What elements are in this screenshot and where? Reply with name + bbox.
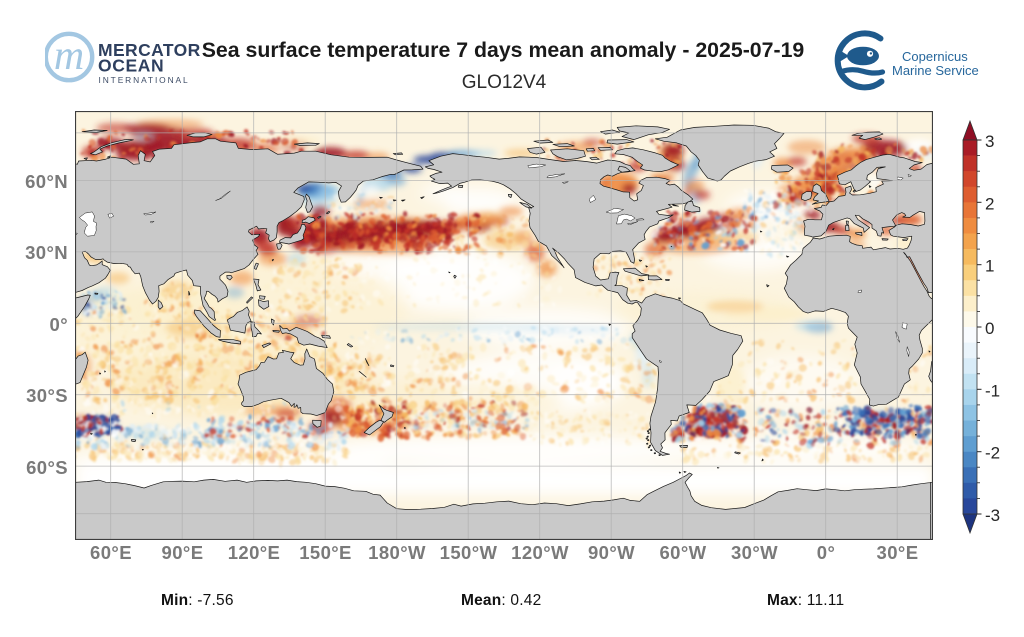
svg-text:3: 3 [985,132,994,151]
svg-text:-2: -2 [985,444,1000,463]
svg-text:MERCATOR: MERCATOR [98,40,201,60]
svg-text:2: 2 [985,194,994,213]
svg-text:1: 1 [985,257,994,276]
svg-text:OCEAN: OCEAN [98,56,164,76]
svg-text:Marine Service: Marine Service [892,63,979,78]
svg-text:m: m [54,33,84,79]
svg-text:0: 0 [985,319,994,338]
svg-text:Copernicus: Copernicus [902,49,968,64]
svg-text:-3: -3 [985,506,1000,525]
svg-text:INTERNATIONAL: INTERNATIONAL [99,75,190,85]
svg-text:-1: -1 [985,381,1000,400]
